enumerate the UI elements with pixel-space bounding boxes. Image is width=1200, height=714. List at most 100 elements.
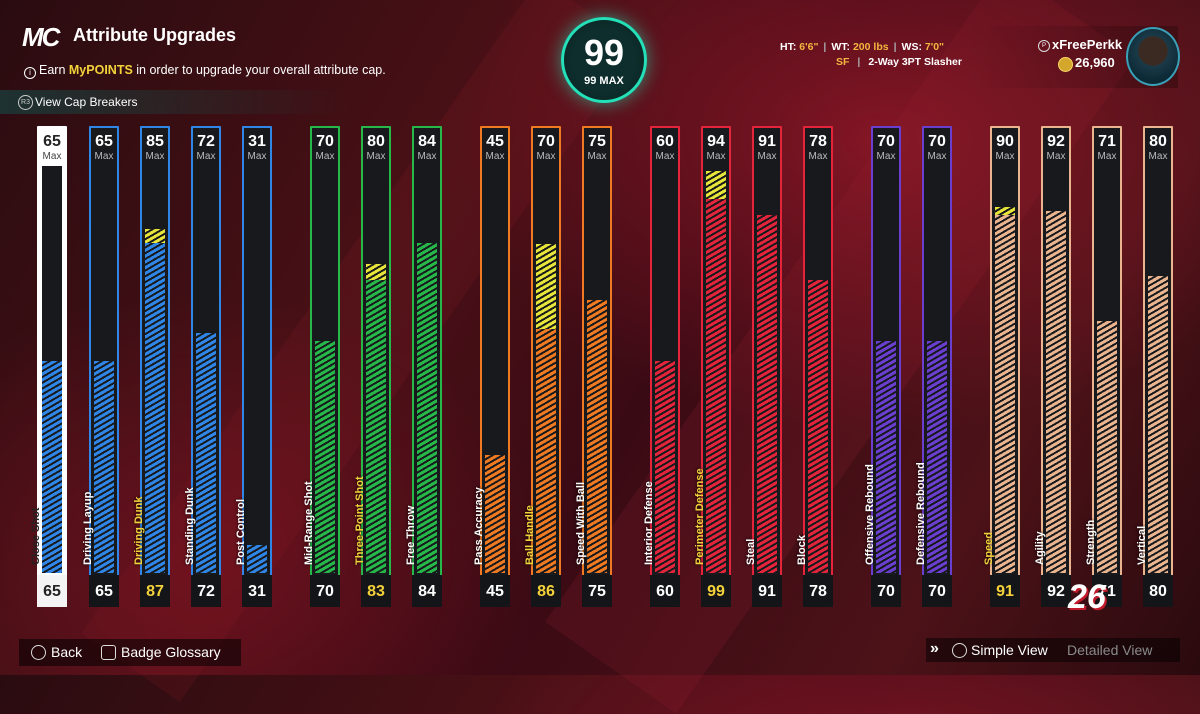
attribute-fill-bar bbox=[536, 329, 556, 573]
attribute-max-value: 75 bbox=[588, 133, 606, 150]
attribute-name: Speed With Ball bbox=[575, 481, 587, 565]
weight-label: WT: bbox=[831, 41, 851, 53]
detailed-view-option[interactable]: Detailed View bbox=[1067, 642, 1153, 658]
back-button[interactable]: Back bbox=[51, 644, 83, 660]
attribute-column[interactable]: 78 Max Block 78 bbox=[796, 126, 833, 607]
attribute-value-box: 70 bbox=[922, 575, 952, 607]
attribute-max-label: Max bbox=[42, 151, 62, 162]
attribute-name: Three-Point Shot bbox=[354, 476, 366, 565]
attribute-column[interactable]: 85 Max Driving Dunk 87 bbox=[133, 126, 170, 607]
attribute-name: Steal bbox=[745, 538, 757, 565]
attribute-current-value: 70 bbox=[928, 583, 946, 600]
attribute-current-value: 92 bbox=[1047, 583, 1065, 600]
attribute-max-label: Max bbox=[94, 151, 114, 162]
info-prefix: Earn bbox=[39, 63, 69, 77]
attribute-name: Pass Accuracy bbox=[473, 487, 485, 565]
attribute-value-box: 86 bbox=[531, 575, 561, 607]
view-toggle: » Simple View Detailed View bbox=[926, 638, 1180, 662]
attribute-value-box: 92 bbox=[1041, 575, 1071, 607]
attribute-column[interactable]: 94 Max Perimeter Defense 99 bbox=[694, 126, 731, 607]
attribute-max-label: Max bbox=[808, 151, 828, 162]
attribute-current-value: 65 bbox=[43, 583, 61, 600]
attribute-column[interactable]: 80 Max Vertical 80 bbox=[1136, 126, 1173, 607]
vc-coin-icon bbox=[1058, 57, 1073, 72]
attribute-boost-bar bbox=[536, 244, 556, 329]
attribute-current-value: 78 bbox=[809, 583, 827, 600]
attribute-column[interactable]: 72 Max Standing Dunk 72 bbox=[184, 126, 221, 607]
attribute-fill-bar bbox=[42, 361, 62, 573]
attribute-column[interactable]: 70 Max Mid-Range Shot 70 bbox=[303, 126, 340, 607]
attribute-max-value: 70 bbox=[928, 133, 946, 150]
attribute-max-label: Max bbox=[587, 151, 607, 162]
badge-glossary-button[interactable]: Badge Glossary bbox=[121, 644, 221, 660]
attribute-column[interactable]: 90 Max Speed 91 bbox=[983, 126, 1020, 607]
attribute-column[interactable]: 92 Max Agility 92 bbox=[1034, 126, 1071, 607]
overall-max: 99 MAX bbox=[584, 75, 624, 87]
attribute-value-box: 91 bbox=[752, 575, 782, 607]
attribute-max-label: Max bbox=[655, 151, 675, 162]
attribute-max-label: Max bbox=[366, 151, 386, 162]
attribute-name: Driving Dunk bbox=[133, 496, 145, 565]
attribute-fill-bar bbox=[587, 300, 607, 573]
username: xFreePerkk bbox=[1052, 37, 1123, 52]
attribute-name: Interior Defense bbox=[643, 481, 655, 565]
attribute-value-box: 99 bbox=[701, 575, 731, 607]
attribute-column[interactable]: 70 Max Defensive Rebound 70 bbox=[915, 126, 952, 607]
attribute-name: Offensive Rebound bbox=[864, 464, 876, 565]
player-build: SF | 2-Way 3PT Slasher bbox=[836, 56, 962, 68]
attribute-max-value: 91 bbox=[758, 133, 776, 150]
attribute-current-value: 72 bbox=[197, 583, 215, 600]
attribute-current-value: 31 bbox=[248, 583, 266, 600]
attribute-max-value: 90 bbox=[996, 133, 1014, 150]
attribute-fill-bar bbox=[1046, 211, 1066, 573]
attribute-fill-bar bbox=[247, 545, 267, 573]
attribute-max-value: 84 bbox=[418, 133, 436, 150]
attribute-max-value: 92 bbox=[1047, 133, 1065, 150]
attribute-value-box: 70 bbox=[310, 575, 340, 607]
attribute-column[interactable]: 91 Max Steal 91 bbox=[745, 126, 782, 607]
attribute-column[interactable]: 71 Max Strength 71 bbox=[1085, 126, 1122, 607]
simple-view-option[interactable]: Simple View bbox=[971, 642, 1048, 658]
attribute-max-value: 78 bbox=[809, 133, 827, 150]
attribute-value-box: 71 bbox=[1092, 575, 1122, 607]
attribute-value-box: 75 bbox=[582, 575, 612, 607]
attribute-max-value: 70 bbox=[877, 133, 895, 150]
attribute-name: Standing Dunk bbox=[184, 487, 196, 565]
attribute-column[interactable]: 70 Max Ball Handle 86 bbox=[524, 126, 561, 607]
attribute-column[interactable]: 75 Max Speed With Ball 75 bbox=[575, 126, 612, 607]
view-cap-breakers-button[interactable]: R3 View Cap Breakers bbox=[0, 90, 350, 114]
attribute-max-value: 65 bbox=[43, 133, 61, 150]
attribute-max-value: 31 bbox=[248, 133, 266, 150]
attribute-current-value: 45 bbox=[486, 583, 504, 600]
mycareer-logo: MC bbox=[22, 22, 60, 52]
double-chevron-icon: » bbox=[930, 640, 939, 657]
attribute-value-box: 78 bbox=[803, 575, 833, 607]
attribute-max-label: Max bbox=[995, 151, 1015, 162]
attribute-value-box: 84 bbox=[412, 575, 442, 607]
attribute-column[interactable]: 65 Max Driving Layup 65 bbox=[82, 126, 119, 607]
attribute-column[interactable]: 31 Max Post Control 31 bbox=[235, 126, 272, 607]
attribute-max-label: Max bbox=[706, 151, 726, 162]
attribute-column[interactable]: 65 Max Close Shot 65 bbox=[30, 126, 67, 607]
attribute-fill-bar bbox=[366, 280, 386, 573]
bottom-left-controls: Back Badge Glossary bbox=[19, 639, 241, 666]
attribute-column[interactable]: 70 Max Offensive Rebound 70 bbox=[864, 126, 901, 607]
height-label: HT: bbox=[780, 41, 797, 53]
attribute-column[interactable]: 45 Max Pass Accuracy 45 bbox=[473, 126, 510, 607]
attribute-name: Strength bbox=[1085, 519, 1097, 565]
info-icon: i bbox=[24, 67, 36, 79]
attribute-fill-bar bbox=[655, 361, 675, 573]
page-title: Attribute Upgrades bbox=[73, 25, 237, 45]
vc-amount: 26,960 bbox=[1075, 55, 1115, 70]
wingspan-value: 7'0" bbox=[924, 41, 945, 53]
height-value: 6'6" bbox=[799, 41, 819, 53]
attribute-max-value: 85 bbox=[146, 133, 164, 150]
attribute-max-value: 72 bbox=[197, 133, 215, 150]
attribute-boost-bar bbox=[995, 207, 1015, 215]
attribute-column[interactable]: 84 Max Free Throw 84 bbox=[405, 126, 442, 607]
attribute-value-box: 87 bbox=[140, 575, 170, 607]
attribute-current-value: 99 bbox=[707, 583, 725, 600]
attribute-name: Mid-Range Shot bbox=[303, 481, 315, 565]
attribute-column[interactable]: 80 Max Three-Point Shot 83 bbox=[354, 126, 391, 607]
attribute-column[interactable]: 60 Max Interior Defense 60 bbox=[643, 126, 680, 607]
